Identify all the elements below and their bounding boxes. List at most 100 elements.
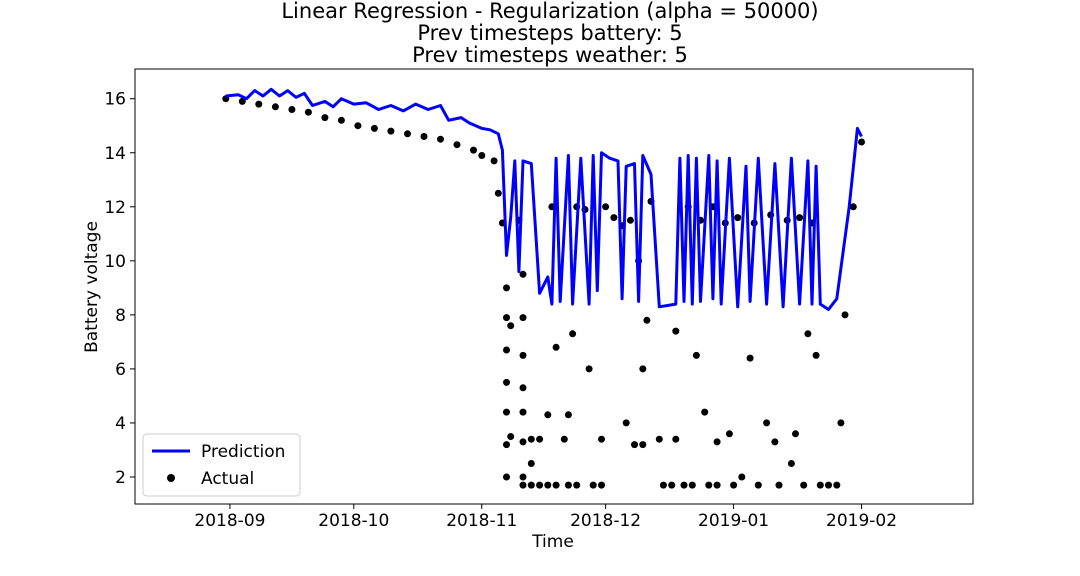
actual-point [519,351,527,359]
actual-point [680,481,688,489]
actual-point [816,481,824,489]
y-axis-label: Battery voltage [82,221,102,353]
x-tick-label: 2019-01 [698,511,769,531]
x-tick-label: 2018-09 [194,511,265,531]
actual-point [404,130,411,138]
actual-point [321,114,329,122]
actual-point [800,481,808,489]
actual-point [536,481,544,489]
actual-point [519,408,527,416]
actual-point [626,216,634,224]
actual-point [573,481,581,489]
actual-point [552,343,560,351]
actual-point [519,384,527,392]
y-tick-label: 4 [115,414,126,434]
actual-point [519,314,527,322]
actual-point [643,316,651,324]
actual-point [560,435,568,443]
actual-point [672,435,680,443]
y-tick-label: 16 [104,90,126,110]
actual-point [598,435,605,443]
y-tick-label: 2 [115,468,126,488]
actual-point [370,124,378,132]
actual-point [602,203,610,211]
actual-point [692,351,700,359]
y-axis: 2 4 6 8 10 12 14 16 [104,90,135,488]
actual-point [738,473,746,481]
actual-point [585,365,593,373]
actual-point [841,311,849,319]
actual-point [775,481,783,489]
actual-point [688,481,696,489]
actual-point [519,438,527,446]
x-tick-label: 2018-10 [318,511,389,531]
actual-point [519,481,527,489]
actual-point [527,435,535,443]
legend-actual-label: Actual [201,469,254,489]
actual-point [564,411,572,419]
actual-point [288,106,296,113]
plot-area-frame [134,68,974,505]
actual-point [503,378,510,386]
actual-point [763,419,771,427]
actual-point [713,481,721,489]
actual-point [796,214,804,222]
actual-point [659,481,667,489]
actual-point [589,481,597,489]
actual-point [503,408,510,416]
actual-point [639,365,647,373]
prediction-series [225,87,863,311]
actual-point [503,473,510,481]
actual-point [701,408,709,416]
actual-point [610,214,618,222]
actual-point [354,122,362,130]
actual-point [503,441,510,449]
actual-point [470,146,477,154]
actual-point [668,481,676,489]
actual-point [544,481,552,489]
chart-title-line-1: Linear Regression - Regularization (alph… [281,0,818,23]
actual-point [564,481,572,489]
actual-point [552,481,560,489]
actual-point [754,481,762,489]
x-tick-label: 2018-12 [570,511,641,531]
y-tick-label: 12 [104,198,126,218]
actual-point [527,460,535,467]
actual-point [804,330,812,338]
legend-actual-swatch [167,474,175,482]
x-axis-label: Time [531,532,574,552]
actual-point [507,322,515,330]
actual-point [730,481,738,489]
actual-point [734,214,742,222]
actual-point [494,189,502,197]
actual-point [771,438,779,446]
actual-point [825,481,832,489]
actual-point [519,270,527,278]
x-axis: 2018-09 2018-10 2018-11 2018-12 2019-01 2019-… [194,504,897,531]
legend-prediction-label: Prediction [201,442,285,462]
actual-point [787,460,795,467]
actual-point [598,481,605,489]
actual-point [503,284,510,292]
actual-point [527,481,535,489]
actual-point [507,433,515,440]
actual-point [544,411,552,419]
prediction-line [225,87,863,311]
actual-point [705,481,713,489]
actual-point [387,127,395,135]
actual-point [503,346,510,354]
actual-point [792,430,799,438]
x-tick-label: 2019-02 [826,511,897,531]
actual-point [672,327,680,335]
actual-point [536,435,544,443]
actual-point [490,157,498,165]
actual-point [849,203,857,211]
actual-point [569,330,577,338]
chart-title-line-2: Prev timesteps battery: 5 [417,21,682,45]
actual-point [812,351,820,359]
actual-point [837,419,845,427]
actual-point [631,441,638,449]
actual-point [337,116,345,124]
actual-point [833,481,841,489]
